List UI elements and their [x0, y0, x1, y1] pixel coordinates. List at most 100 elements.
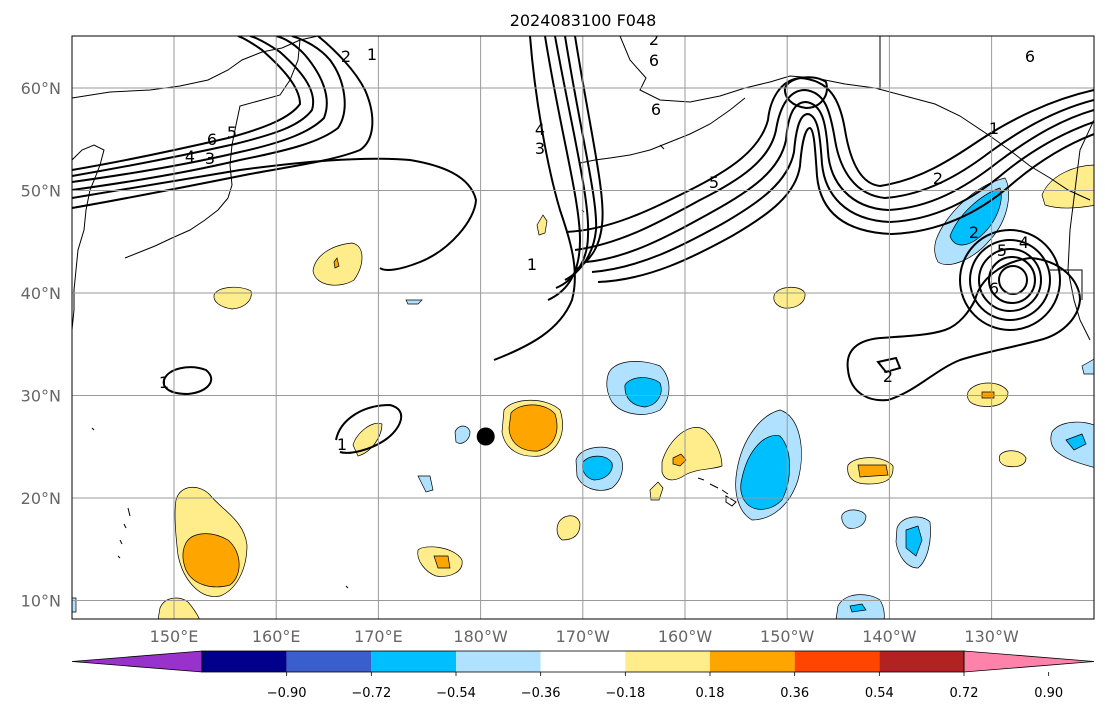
colorbar-tick-label: −0.90	[267, 686, 307, 701]
lon-label: 170°W	[556, 627, 611, 646]
contour-line	[591, 112, 1094, 273]
lon-label: 150°W	[760, 627, 815, 646]
colorbar-tick-label: −0.54	[436, 686, 476, 701]
shade-orange	[508, 404, 558, 452]
hawaii-islands	[697, 477, 737, 507]
colorbar-swatch	[710, 651, 795, 672]
shade-yellow	[661, 427, 723, 481]
map-panel: 6 4 3 2 1 1 1 2 6 6 4 3 1 5 2 6 4 2 5 6	[71, 30, 1095, 620]
contour-line	[597, 126, 1094, 283]
shade-cyan	[841, 509, 867, 529]
shade-blue	[905, 525, 923, 557]
contour-label: 2	[649, 30, 659, 49]
lat-label: 50°N	[21, 182, 61, 201]
lat-label: 20°N	[21, 489, 61, 508]
contour-label: 5	[997, 241, 1007, 260]
location-marker	[476, 427, 495, 446]
contour-label: 2	[969, 223, 979, 242]
contour-label: 1	[527, 255, 537, 274]
contour-label: 6	[651, 100, 661, 119]
colorbar-tick-label: 0.36	[780, 686, 809, 701]
colorbar-frame	[201, 650, 965, 673]
shade-orange	[433, 555, 451, 569]
lon-label: 170°E	[354, 627, 403, 646]
gridlines	[72, 36, 1094, 619]
contour-ring	[969, 239, 1051, 321]
shade-blue	[624, 377, 662, 408]
shade-orange	[857, 464, 889, 478]
contour-label: 6	[989, 279, 999, 298]
shade-yellow	[352, 422, 383, 457]
shade-blue	[582, 455, 613, 481]
contour-label: 6	[649, 51, 659, 70]
map-title: 2024083100 F048	[510, 11, 657, 30]
coastline-aleutians	[579, 97, 746, 164]
colorbar-swatch	[625, 651, 710, 672]
colorbar-extend-low	[71, 650, 203, 673]
shade-yellow	[536, 214, 548, 236]
contour-line	[544, 36, 582, 301]
contour-line	[72, 36, 315, 177]
colorbar-tick-label: 0.54	[865, 686, 894, 701]
anomaly-shading	[72, 164, 1094, 619]
map-frame	[71, 35, 1095, 620]
colorbar-swatch	[540, 651, 626, 672]
colorbar-tick-label: −0.72	[351, 686, 391, 701]
colorbar-swatch	[456, 651, 541, 672]
shade-blue	[740, 435, 790, 510]
contour-ring	[978, 248, 1042, 312]
contour-ring	[959, 229, 1061, 331]
coastline-nw-america	[1067, 119, 1094, 341]
shade-yellow	[1041, 164, 1094, 209]
contour-label: 5	[227, 123, 237, 142]
contour-loop	[162, 366, 213, 396]
contour-label: 3	[535, 139, 545, 158]
contour-lines	[72, 36, 1094, 454]
colorbar-swatch	[879, 651, 964, 672]
contour-line	[585, 100, 1094, 263]
colorbar-tick-label: 0.90	[1034, 686, 1063, 701]
shade-orange	[333, 257, 340, 269]
contour-loop	[876, 356, 902, 374]
shade-yellow	[157, 597, 200, 619]
lon-label: 150°E	[150, 627, 199, 646]
contour-line	[574, 36, 604, 271]
contour-label: 2	[883, 367, 893, 386]
contour-line	[565, 76, 1094, 233]
contour-label: 1	[367, 45, 377, 64]
contour-loop	[335, 403, 403, 454]
contour-label: 3	[205, 149, 215, 168]
colorbar-swatch	[371, 651, 456, 672]
colorbar-tick-label: −0.36	[521, 686, 561, 701]
contour-line	[493, 36, 576, 361]
contour-label: 6	[1025, 47, 1035, 66]
shade-blue	[1065, 433, 1087, 451]
colorbar-swatch	[794, 651, 880, 672]
contour-line	[846, 256, 1082, 402]
contour-line	[72, 157, 478, 271]
contour-label: 1	[989, 119, 999, 138]
lon-label: 140°W	[862, 627, 917, 646]
colorbar-extend-high	[963, 650, 1095, 673]
contour-ring	[988, 256, 1036, 304]
lon-label: 130°W	[964, 627, 1019, 646]
latitude-labels: 60°N 50°N 40°N 30°N 20°N 10°N	[21, 79, 61, 611]
lat-label: 30°N	[21, 387, 61, 406]
shade-cyan	[454, 425, 471, 444]
lon-label: 160°E	[252, 627, 301, 646]
shade-cyan	[405, 299, 423, 305]
colorbar: −0.90 −0.72 −0.54 −0.36 −0.18 0.18 0.36 0.54 0.7…	[71, 650, 1095, 701]
contour-line	[72, 36, 346, 191]
contour-label: 2	[341, 47, 351, 66]
shade-cyan	[1081, 358, 1094, 375]
contour-label: 6	[207, 130, 217, 149]
lon-label: 160°W	[658, 627, 713, 646]
coastline-kuril-islands	[124, 197, 229, 259]
colorbar-swatch	[286, 651, 372, 672]
contour-label: 2	[933, 169, 943, 188]
lat-label: 40°N	[21, 284, 61, 303]
lat-label: 10°N	[21, 592, 61, 611]
colorbar-tick-label: 0.72	[950, 686, 979, 701]
contour-label: 4	[185, 147, 195, 166]
